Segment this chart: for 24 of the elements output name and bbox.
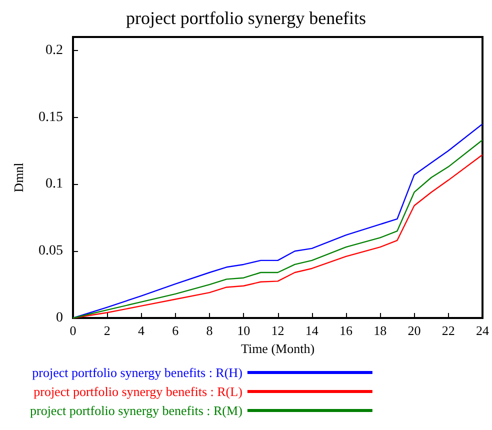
x-tick-label: 10 bbox=[237, 323, 250, 338]
x-tick-label: 16 bbox=[340, 323, 353, 338]
x-tick-label: 0 bbox=[70, 323, 76, 338]
text: project portfolio synergy benefits : R(L) bbox=[34, 384, 242, 399]
x-tick-label: 4 bbox=[138, 323, 145, 338]
y-tick-label: 0.05 bbox=[38, 244, 63, 259]
y-tick-label: 0.15 bbox=[38, 110, 63, 125]
x-tick-label: 2 bbox=[104, 323, 110, 338]
x-tick-label: 18 bbox=[374, 323, 387, 338]
text: project portfolio synergy benefits : R(M) bbox=[30, 403, 242, 418]
x-tick-label: 20 bbox=[408, 323, 421, 338]
y-tick-label: 0.1 bbox=[46, 176, 63, 192]
chart-title: project portfolio synergy benefits bbox=[126, 8, 366, 28]
x-axis-title: Time (Month) bbox=[240, 340, 315, 356]
x-tick-label: 6 bbox=[172, 323, 180, 338]
y-tick-label: 0.2 bbox=[46, 42, 63, 58]
text: project portfolio synergy benefits : R(H) bbox=[32, 365, 242, 380]
x-tick-label: 22 bbox=[442, 323, 455, 338]
x-tick-label: 14 bbox=[305, 323, 319, 338]
y-axis-title: Dmnl bbox=[11, 162, 26, 192]
y-tick-label: 0 bbox=[56, 310, 63, 326]
x-tick-label: 8 bbox=[206, 323, 213, 338]
x-tick-label: 24 bbox=[476, 323, 490, 338]
x-tick-label: 12 bbox=[271, 323, 284, 338]
